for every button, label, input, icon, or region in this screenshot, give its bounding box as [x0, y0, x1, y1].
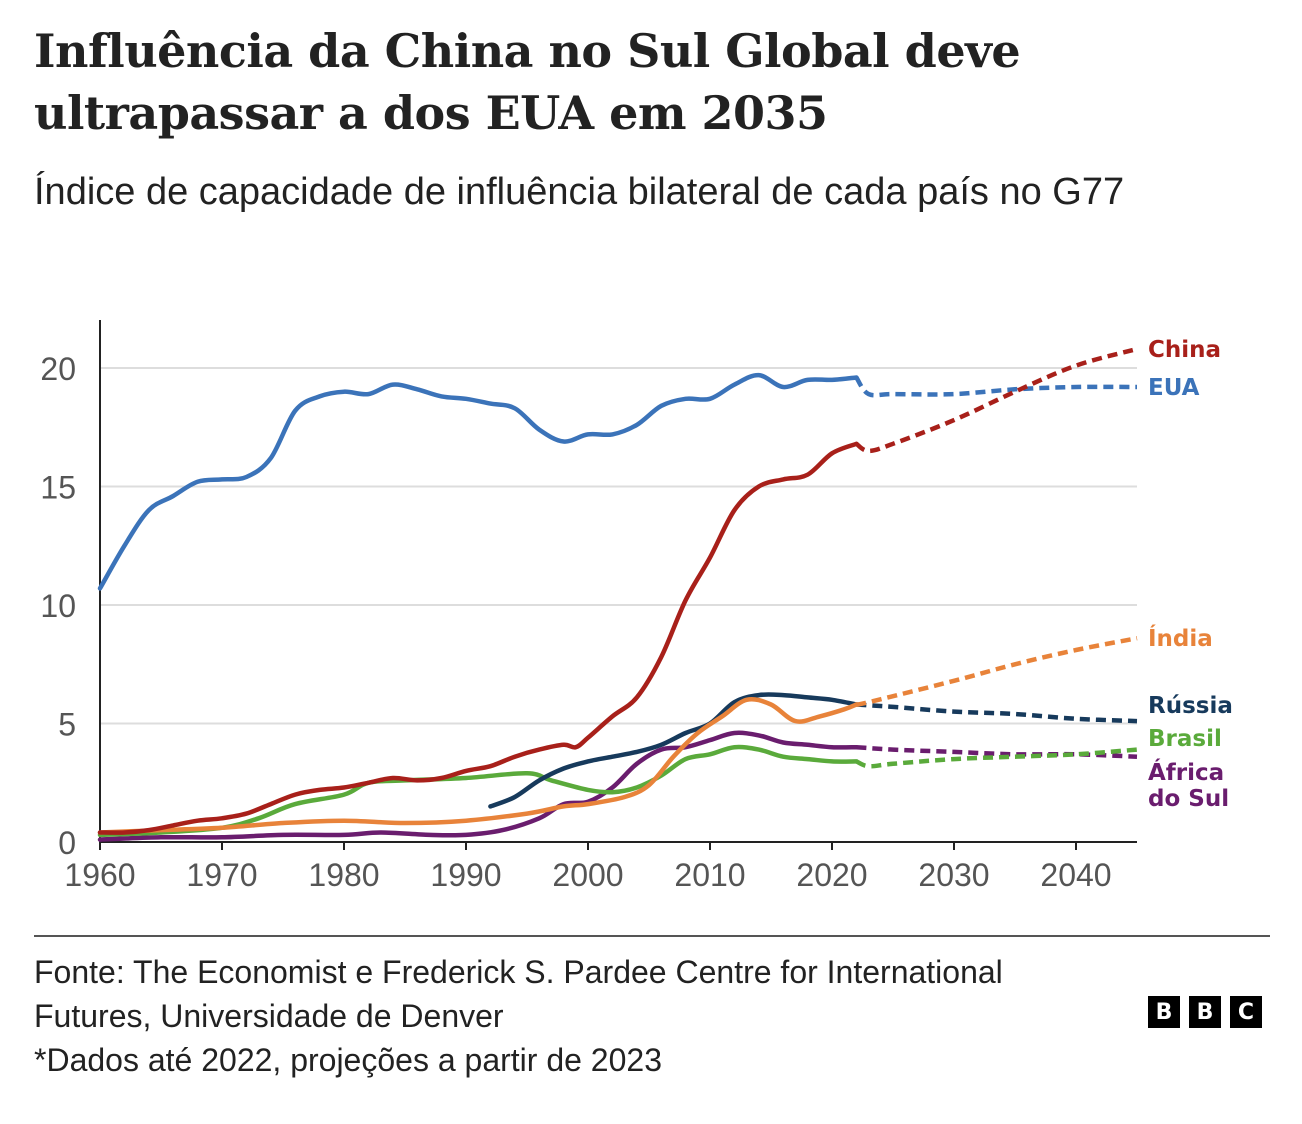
chart-title: Influência da China no Sul Global deve u…: [34, 24, 1021, 140]
series-line-eua: [97, 372, 859, 591]
series-label-africa: África: [1148, 758, 1224, 786]
y-tick-label-20: 20: [40, 351, 76, 387]
series-line-china: [97, 441, 859, 835]
series-projection-russia: [856, 702, 1138, 724]
source-text: Fonte: The Economist e Frederick S. Pard…: [34, 954, 1003, 1034]
footer-divider: [34, 935, 1270, 937]
series-projection-india: [854, 635, 1138, 707]
bbc-logo-letter-3: C: [1230, 996, 1262, 1028]
x-tick-label-2020: 2020: [796, 857, 867, 893]
y-tick-label-10: 10: [40, 588, 76, 624]
chart-subtitle: Índice de capacidade de influência bilat…: [34, 171, 1125, 213]
line-chart: 0 5 10 15 20 1960 1970 1980 1990 2000 2010 2020 2030…: [40, 320, 1233, 893]
series-projection-eua: [854, 376, 1138, 398]
series-label-eua: EUA: [1148, 375, 1200, 401]
x-tick-label-2010: 2010: [674, 857, 745, 893]
y-tick-label-5: 5: [58, 707, 76, 743]
bbc-logo-letter-2: B: [1189, 996, 1221, 1028]
x-tick-label-1980: 1980: [308, 857, 379, 893]
bbc-logo: B B C: [1148, 996, 1262, 1028]
series-label-russia: Rússia: [1148, 693, 1233, 719]
series-label-do-sul: do Sul: [1148, 786, 1229, 812]
series-projection-china: [855, 346, 1138, 454]
series-label-china: China: [1148, 337, 1221, 363]
series-line-brasil: [97, 744, 859, 838]
x-tick-label-1990: 1990: [430, 857, 501, 893]
x-tick-label-1970: 1970: [186, 857, 257, 893]
series-line-india: [97, 696, 859, 835]
x-tick-label-1960: 1960: [64, 857, 135, 893]
bbc-logo-letter-1: B: [1148, 996, 1180, 1028]
series-label-brasil: Brasil: [1148, 726, 1222, 752]
x-tick-label-2000: 2000: [552, 857, 623, 893]
note-text: *Dados até 2022, projeções a partir de 2…: [34, 1042, 662, 1078]
series-projection-brasil: [855, 747, 1138, 769]
x-tick-label-2030: 2030: [918, 857, 989, 893]
y-tick-label-15: 15: [40, 470, 76, 506]
x-tick-label-2040: 2040: [1040, 857, 1111, 893]
series-label-india: Índia: [1148, 624, 1213, 652]
series-line-africa-do-sul: [97, 730, 859, 842]
series-line-russia: [488, 692, 859, 809]
y-tick-label-0: 0: [58, 825, 76, 861]
